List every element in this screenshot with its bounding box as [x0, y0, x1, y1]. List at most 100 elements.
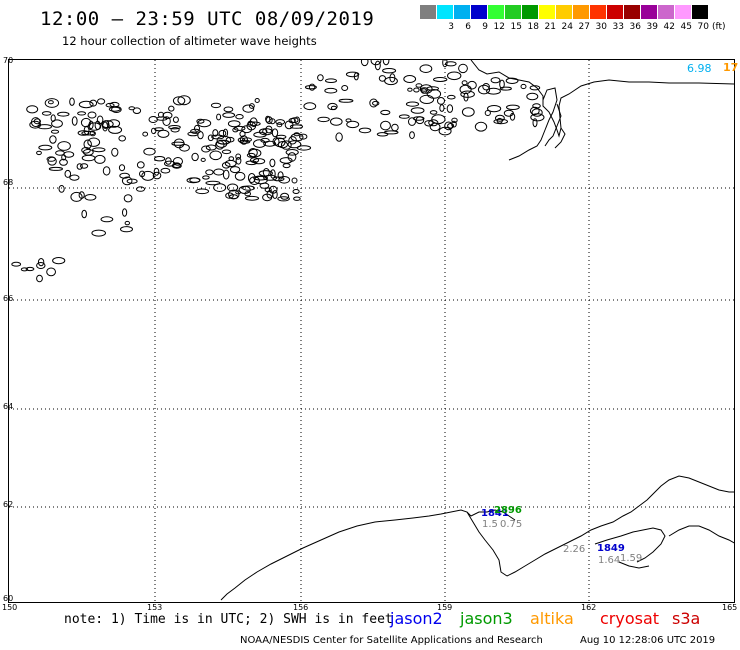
contour-loop [437, 97, 445, 105]
legend-swatch [556, 5, 573, 19]
legend-swatch [505, 5, 522, 19]
contour-loop [446, 104, 454, 113]
contour-loop [229, 166, 241, 174]
contour-loop [118, 135, 126, 142]
contour-loop [197, 119, 212, 128]
contour-loop [330, 105, 337, 111]
legend-label: 36 [629, 22, 641, 32]
legend-swatch [539, 5, 556, 19]
legend-unit: (ft) [712, 22, 726, 32]
contour-loop [509, 112, 516, 121]
contour-loop [239, 139, 251, 144]
legend-label: 24 [561, 22, 573, 32]
contour-loop [222, 112, 236, 118]
contour-loop [105, 102, 115, 108]
contour-loop [87, 111, 97, 119]
contour-loop [172, 162, 182, 168]
contour-loop [59, 158, 68, 166]
contour-loop [360, 60, 369, 67]
contour-loop [304, 85, 317, 90]
contour-loop [242, 104, 255, 113]
contour-loop [275, 119, 286, 125]
contour-loop [260, 137, 270, 143]
contour-loop [467, 80, 477, 90]
contour-loop [118, 164, 126, 172]
contour-loop [92, 147, 106, 153]
contour-loop [438, 126, 452, 136]
contour-loop [431, 114, 446, 125]
contour-loop [294, 116, 301, 125]
contour-loop [292, 189, 300, 194]
lat-label: 70 [3, 56, 14, 65]
contour-loop [212, 129, 219, 137]
contour-loop [38, 144, 53, 151]
contour-loop [222, 128, 229, 138]
contour-loop [91, 229, 106, 237]
contour-loop [419, 94, 435, 105]
contour-loop [474, 121, 488, 132]
contour-loop [122, 208, 128, 217]
contour-loop [484, 110, 491, 116]
legend-label: 70 [697, 22, 709, 32]
contour-loop [271, 128, 279, 138]
legend-label: 45 [680, 22, 692, 32]
contour-loop [36, 262, 46, 269]
contour-loop [213, 168, 225, 176]
contour-loop [407, 87, 413, 92]
contour-loop [249, 103, 255, 109]
contour-loop [94, 154, 106, 164]
contour-loop [403, 75, 417, 83]
contour-loop [26, 105, 39, 114]
contour-loop [179, 144, 190, 152]
contour-loop [317, 116, 330, 123]
lon-label: 159 [437, 603, 453, 612]
contour-loop [170, 127, 180, 133]
contour-loop [50, 114, 56, 123]
contour-loop [215, 139, 228, 148]
contour-loop [279, 157, 293, 164]
contour-loop [426, 89, 442, 99]
legend-label: 3 [448, 22, 454, 32]
contour-loop [48, 100, 54, 105]
contour-loop [69, 97, 75, 106]
orange-value-label: 17 [723, 61, 739, 74]
contour-loop [369, 98, 378, 108]
contour-loop [126, 178, 138, 184]
contour-loop [429, 110, 438, 115]
cyan-value-label: 6.98 [687, 62, 712, 75]
legend-label: 15 [510, 22, 522, 32]
contour-loop [205, 169, 214, 176]
contour-loop [162, 111, 173, 120]
contour-loop [164, 160, 176, 167]
contour-loop [324, 87, 338, 94]
contour-loop [242, 185, 255, 191]
contour-loop [48, 166, 64, 171]
contour-loop [36, 274, 43, 283]
contour-loop [409, 131, 415, 139]
contour-loop [225, 136, 235, 143]
contour-loop [187, 131, 199, 137]
sea-ice-contours [11, 60, 545, 283]
contour-loop [108, 106, 121, 112]
contour-loop [151, 127, 157, 135]
contour-loop [291, 177, 298, 184]
contour-loop [382, 68, 397, 74]
lon-label: 162 [581, 603, 597, 612]
contour-loop [194, 124, 200, 132]
contour-loop [33, 118, 41, 125]
contour-loop [235, 190, 242, 195]
contour-loop [11, 261, 22, 267]
contour-loop [64, 169, 72, 178]
contour-loop [461, 80, 468, 86]
contour-loop [57, 141, 71, 151]
contour-loop [200, 157, 206, 163]
contour-loop [47, 156, 57, 166]
contour-loop [384, 76, 398, 86]
lon-label: 150 [2, 603, 18, 612]
contour-loop [458, 63, 468, 74]
swh-point: 1.59 [620, 553, 643, 564]
contour-loop [235, 157, 242, 165]
contour-loop [224, 159, 237, 168]
contour-loop [77, 130, 90, 136]
contour-loop [235, 114, 244, 120]
